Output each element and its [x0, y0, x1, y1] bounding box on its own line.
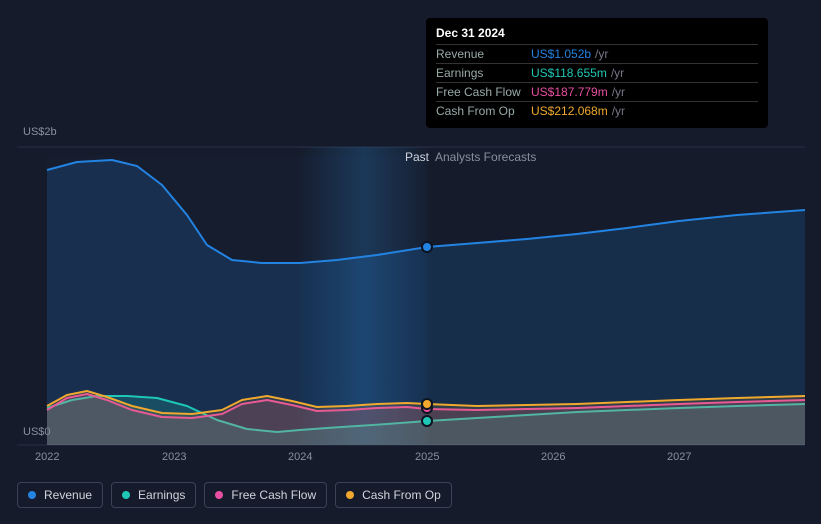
tooltip-row: Free Cash FlowUS$187.779m/yr [436, 82, 758, 101]
marker-earnings [422, 416, 432, 426]
x-tick: 2026 [541, 451, 565, 463]
legend-item-fcf[interactable]: Free Cash Flow [204, 482, 327, 508]
tooltip-value: US$1.052b [531, 47, 591, 61]
legend-label: Cash From Op [362, 488, 441, 502]
marker-cfo [422, 399, 432, 409]
tooltip-date: Dec 31 2024 [436, 26, 758, 44]
tooltip-label: Free Cash Flow [436, 85, 531, 99]
financials-chart: US$2b US$0 Past Analysts Forecasts 2022 2… [17, 0, 805, 524]
section-label-forecast: Analysts Forecasts [435, 150, 536, 164]
y-axis-max: US$2b [23, 126, 57, 138]
tooltip-row: EarningsUS$118.655m/yr [436, 63, 758, 82]
tooltip-suffix: /yr [612, 85, 625, 99]
chart-legend: Revenue Earnings Free Cash Flow Cash From O… [17, 482, 452, 508]
tooltip-suffix: /yr [611, 66, 624, 80]
legend-dot-icon [346, 491, 354, 499]
legend-item-revenue[interactable]: Revenue [17, 482, 103, 508]
tooltip-suffix: /yr [595, 47, 608, 61]
legend-dot-icon [215, 491, 223, 499]
legend-label: Earnings [138, 488, 185, 502]
legend-dot-icon [122, 491, 130, 499]
tooltip-label: Earnings [436, 66, 531, 80]
x-tick: 2023 [162, 451, 186, 463]
chart-tooltip: Dec 31 2024 RevenueUS$1.052b/yrEarningsU… [426, 18, 768, 128]
x-tick: 2022 [35, 451, 59, 463]
legend-label: Revenue [44, 488, 92, 502]
tooltip-label: Revenue [436, 47, 531, 61]
tooltip-value: US$212.068m [531, 104, 608, 118]
tooltip-value: US$187.779m [531, 85, 608, 99]
tooltip-row: Cash From OpUS$212.068m/yr [436, 101, 758, 120]
legend-item-earnings[interactable]: Earnings [111, 482, 196, 508]
tooltip-row: RevenueUS$1.052b/yr [436, 44, 758, 63]
marker-revenue [422, 242, 432, 252]
x-tick: 2024 [288, 451, 312, 463]
tooltip-suffix: /yr [612, 104, 625, 118]
legend-dot-icon [28, 491, 36, 499]
y-axis-min: US$0 [23, 426, 51, 438]
section-label-past: Past [405, 150, 429, 164]
x-tick: 2025 [415, 451, 439, 463]
legend-item-cfo[interactable]: Cash From Op [335, 482, 452, 508]
tooltip-label: Cash From Op [436, 104, 531, 118]
legend-label: Free Cash Flow [231, 488, 316, 502]
x-tick: 2027 [667, 451, 691, 463]
tooltip-value: US$118.655m [531, 66, 607, 80]
